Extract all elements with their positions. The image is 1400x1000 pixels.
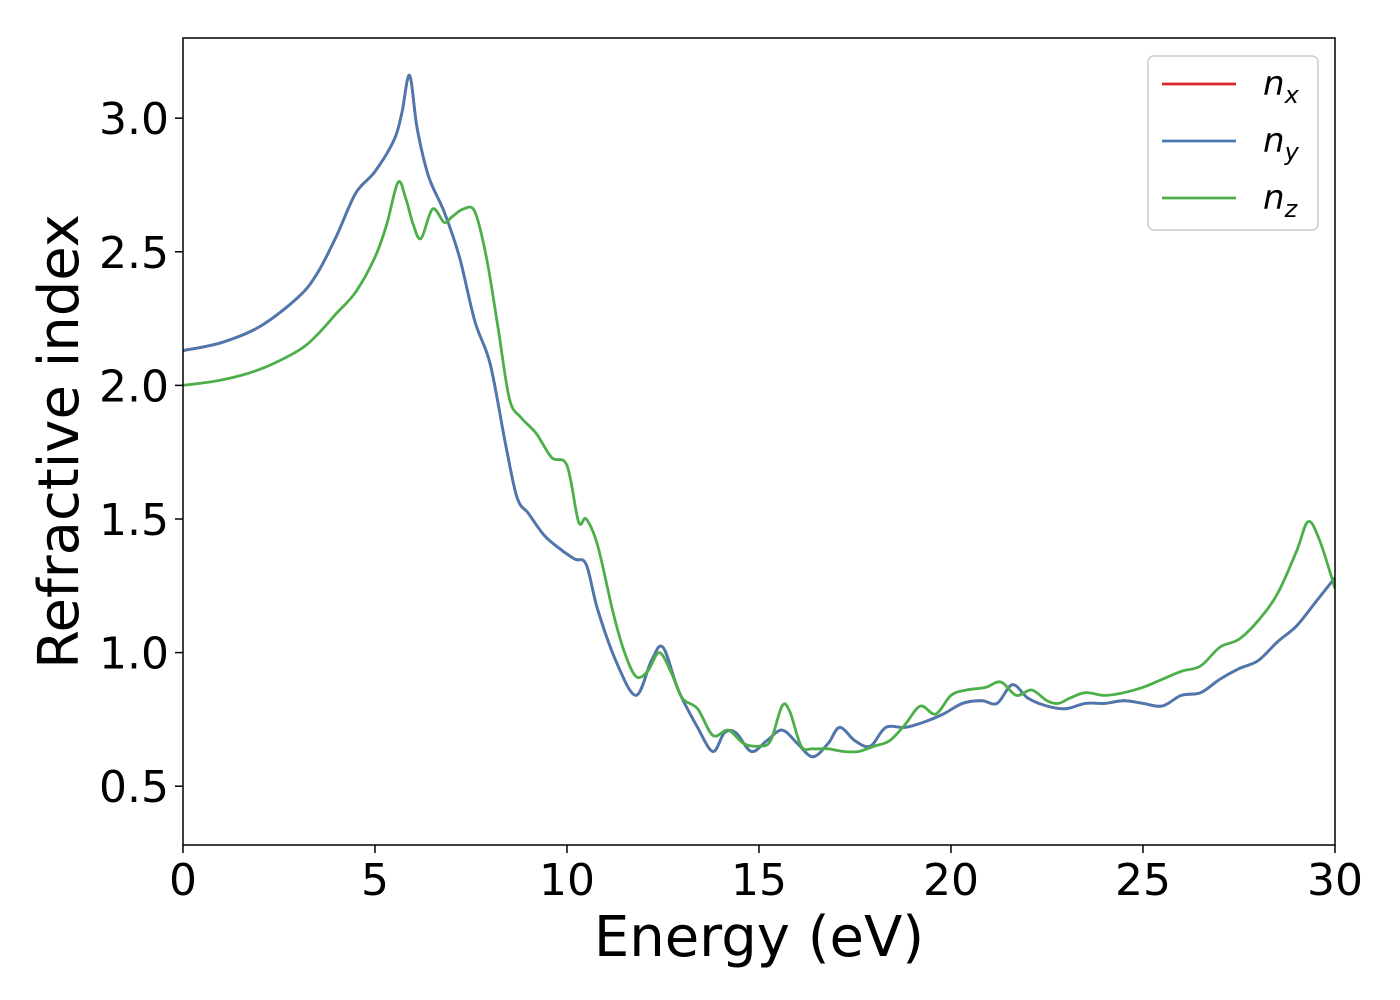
x-tick-label: 0 (169, 855, 197, 906)
y-tick-label: 1.5 (99, 495, 169, 546)
x-tick-label: 25 (1115, 855, 1171, 906)
plot-area (183, 74, 1335, 759)
y-tick-label: 1.0 (99, 629, 169, 680)
legend-subscript: x (1284, 81, 1300, 109)
y-tick-label: 2.5 (99, 228, 169, 279)
y-tick-label: 3.0 (99, 94, 169, 145)
y-tick-label: 2.0 (99, 361, 169, 412)
series-line-y (183, 74, 1335, 759)
x-tick-label: 10 (539, 855, 595, 906)
series-line-z (183, 180, 1335, 754)
legend-box (1147, 55, 1319, 231)
legend-symbol: n (1263, 64, 1285, 104)
y-axis-label: Refractive index (27, 214, 92, 669)
x-tick-label: 30 (1307, 855, 1363, 906)
x-tick-label: 15 (731, 855, 787, 906)
x-tick-label: 20 (923, 855, 979, 906)
legend-symbol: n (1263, 178, 1285, 218)
x-axis-label: Energy (eV) (594, 905, 924, 970)
y-axis-ticks: 0.5 1.0 1.5 2.0 2.5 3.0 (99, 94, 183, 813)
legend-symbol: n (1263, 121, 1285, 161)
legend-label-y: ny (1263, 121, 1300, 166)
x-axis-ticks: 0 5 10 15 20 25 30 (169, 845, 1363, 906)
legend-subscript: z (1284, 195, 1299, 223)
legend-label-x: nx (1263, 64, 1300, 109)
x-tick-label: 5 (361, 855, 389, 906)
plot-frame (182, 37, 1336, 846)
legend-subscript: y (1284, 138, 1300, 166)
y-tick-label: 0.5 (99, 762, 169, 813)
legend-label-z: nz (1263, 178, 1299, 223)
